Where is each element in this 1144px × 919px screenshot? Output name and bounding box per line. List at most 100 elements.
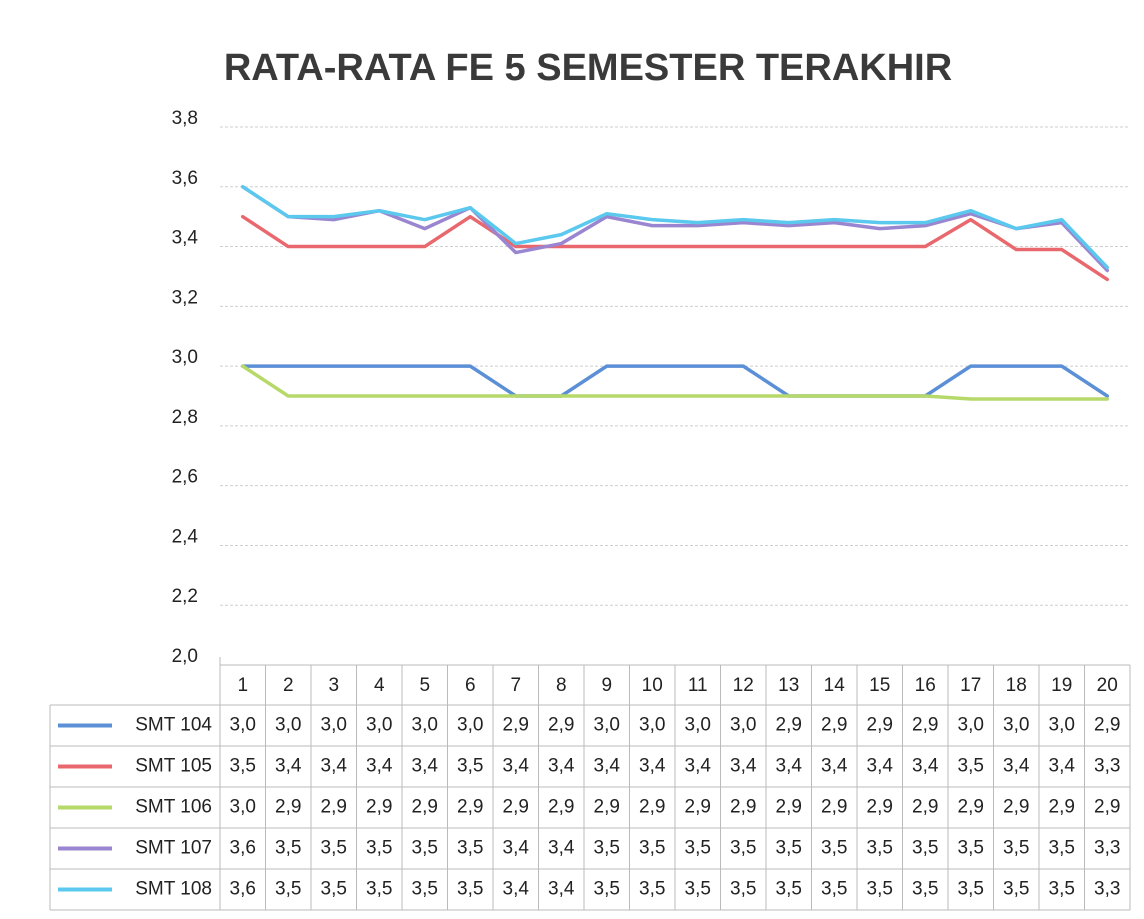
table-value: 3,4 xyxy=(776,756,803,777)
x-tick-label: 19 xyxy=(1051,675,1072,696)
table-value: 2,9 xyxy=(867,797,893,818)
table-value: 3,5 xyxy=(685,879,711,900)
table-value: 2,9 xyxy=(1094,715,1120,736)
series-line xyxy=(241,214,1109,282)
table-value: 2,9 xyxy=(1094,797,1120,818)
table-value: 3,6 xyxy=(230,879,256,900)
y-tick-label: 2,2 xyxy=(172,586,198,607)
table-value: 3,0 xyxy=(230,797,256,818)
table-value: 3,5 xyxy=(275,838,301,859)
table-value: 3,4 xyxy=(548,756,575,777)
table-value: 3,0 xyxy=(1003,715,1029,736)
table-value: 3,5 xyxy=(639,879,665,900)
table-value: 2,9 xyxy=(867,715,893,736)
y-tick-label: 3,2 xyxy=(172,287,198,308)
table-value: 3,4 xyxy=(1049,756,1076,777)
table-value: 3,5 xyxy=(821,838,847,859)
table-value: 3,4 xyxy=(366,756,393,777)
table-value: 3,4 xyxy=(730,756,757,777)
table-value: 3,0 xyxy=(457,715,483,736)
x-tick-label: 4 xyxy=(374,675,385,696)
table-value: 2,9 xyxy=(912,797,938,818)
series-line xyxy=(241,185,1109,273)
table-value: 3,3 xyxy=(1094,756,1120,777)
table-value: 3,5 xyxy=(730,838,756,859)
table-value: 3,5 xyxy=(457,879,483,900)
legend-label: SMT 105 xyxy=(135,756,212,777)
y-tick-label: 3,0 xyxy=(172,347,198,368)
table-value: 3,5 xyxy=(776,879,802,900)
table-value: 3,5 xyxy=(776,838,802,859)
x-tick-label: 5 xyxy=(419,675,430,696)
x-tick-label: 11 xyxy=(688,675,708,696)
table-value: 2,9 xyxy=(776,715,802,736)
series-line xyxy=(241,364,1109,401)
x-tick-label: 13 xyxy=(778,675,799,696)
table-value: 2,9 xyxy=(821,715,847,736)
table-value: 3,4 xyxy=(594,756,621,777)
table-value: 3,5 xyxy=(321,838,347,859)
table-value: 3,4 xyxy=(321,756,348,777)
y-tick-label: 2,4 xyxy=(172,526,199,547)
y-tick-label: 3,6 xyxy=(172,168,198,189)
table-value: 2,9 xyxy=(1049,797,1075,818)
table-value: 2,9 xyxy=(503,715,529,736)
table-value: 3,3 xyxy=(1094,838,1120,859)
table-value: 2,9 xyxy=(912,715,938,736)
table-value: 3,4 xyxy=(685,756,712,777)
table-value: 3,3 xyxy=(1094,879,1120,900)
y-tick-label: 2,6 xyxy=(172,467,198,488)
table-value: 3,4 xyxy=(867,756,894,777)
x-tick-label: 8 xyxy=(556,675,567,696)
y-tick-label: 3,4 xyxy=(172,228,199,249)
y-tick-label: 2,8 xyxy=(172,407,198,428)
x-tick-label: 1 xyxy=(237,675,248,696)
table-value: 2,9 xyxy=(1003,797,1029,818)
series-line xyxy=(241,364,1109,398)
table-value: 3,5 xyxy=(457,838,483,859)
x-tick-label: 3 xyxy=(328,675,339,696)
x-tick-label: 14 xyxy=(824,675,846,696)
table-value: 3,5 xyxy=(366,838,392,859)
table-value: 3,0 xyxy=(685,715,711,736)
table-value: 3,4 xyxy=(412,756,439,777)
table-value: 3,5 xyxy=(594,838,620,859)
table-value: 3,5 xyxy=(867,879,893,900)
x-tick-label: 10 xyxy=(642,675,663,696)
x-tick-label: 2 xyxy=(283,675,294,696)
table-value: 2,9 xyxy=(730,797,756,818)
legend-label: SMT 106 xyxy=(135,797,212,818)
x-tick-label: 20 xyxy=(1097,675,1118,696)
table-value: 2,9 xyxy=(412,797,438,818)
table-value: 3,5 xyxy=(639,838,665,859)
legend-label: SMT 104 xyxy=(135,715,212,736)
table-value: 3,5 xyxy=(730,879,756,900)
legend-label: SMT 108 xyxy=(135,879,212,900)
table-value: 3,6 xyxy=(230,838,256,859)
table-value: 2,9 xyxy=(776,797,802,818)
x-tick-label: 16 xyxy=(915,675,936,696)
table-value: 3,5 xyxy=(958,838,984,859)
table-value: 2,9 xyxy=(548,797,574,818)
table-value: 3,5 xyxy=(412,879,438,900)
table-value: 3,0 xyxy=(958,715,984,736)
table-value: 3,5 xyxy=(685,838,711,859)
table-value: 3,0 xyxy=(366,715,392,736)
table-value: 3,0 xyxy=(321,715,347,736)
table-value: 3,5 xyxy=(1003,879,1029,900)
table-value: 3,5 xyxy=(230,756,256,777)
x-tick-label: 15 xyxy=(869,675,890,696)
table-value: 2,9 xyxy=(321,797,347,818)
table-value: 3,5 xyxy=(366,879,392,900)
y-tick-label: 3,8 xyxy=(172,108,198,129)
x-tick-label: 18 xyxy=(1006,675,1027,696)
table-value: 2,9 xyxy=(503,797,529,818)
table-value: 3,5 xyxy=(867,838,893,859)
table-value: 3,5 xyxy=(912,838,938,859)
table-value: 3,4 xyxy=(548,838,575,859)
series-line xyxy=(241,185,1109,270)
x-tick-label: 17 xyxy=(960,675,981,696)
table-value: 2,9 xyxy=(594,797,620,818)
table-value: 2,9 xyxy=(639,797,665,818)
